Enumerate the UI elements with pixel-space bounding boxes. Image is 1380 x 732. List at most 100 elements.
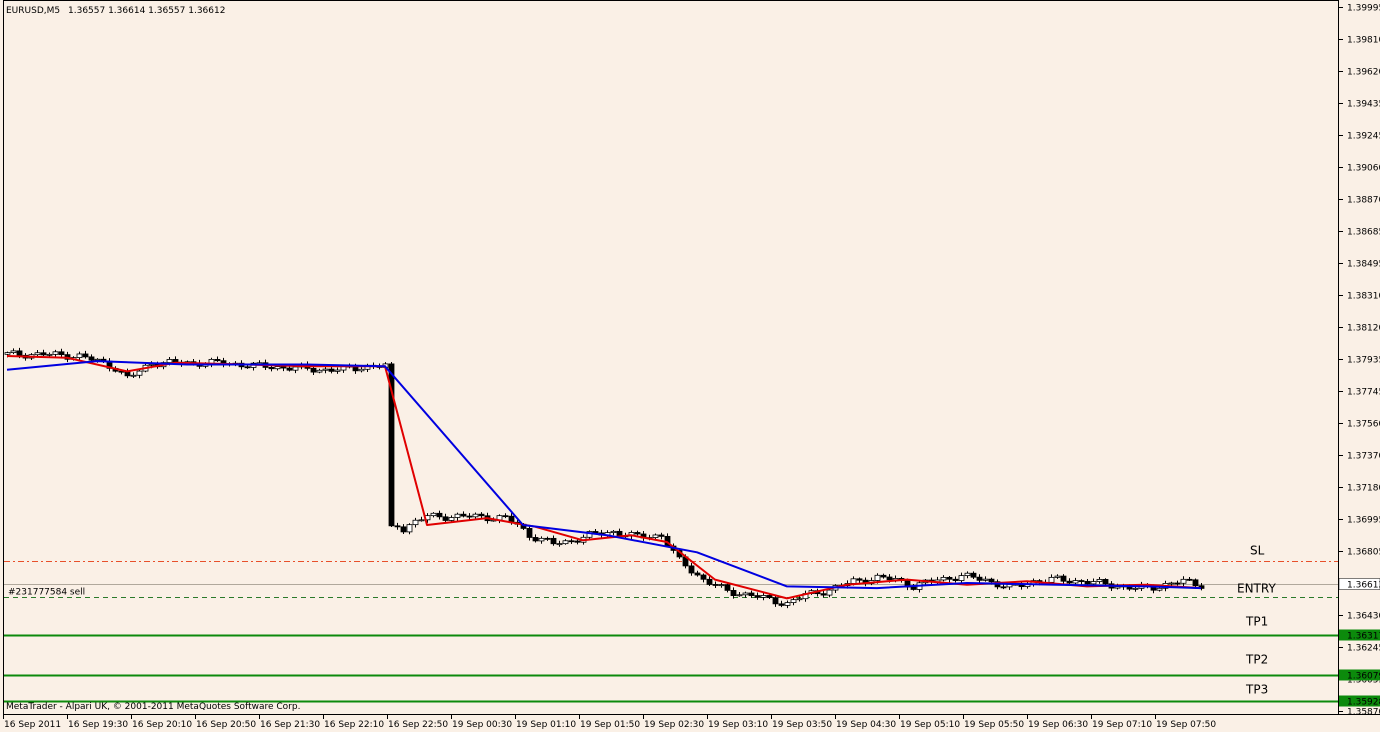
candle — [850, 578, 857, 584]
y-tick-label: 1.38120 — [1347, 324, 1380, 334]
candle — [538, 537, 545, 542]
candle — [790, 599, 797, 603]
candle — [4, 352, 11, 355]
y-tick-label: 1.39245 — [1347, 132, 1380, 142]
candle — [76, 353, 83, 359]
candle — [766, 595, 773, 599]
x-tick-label: 19 Sep 01:50 — [580, 720, 640, 730]
candle — [1192, 579, 1199, 587]
candle — [964, 572, 971, 577]
candle — [310, 367, 317, 373]
candle — [700, 574, 707, 580]
y-tick-label: 1.35870 — [1347, 708, 1380, 718]
candle — [1084, 580, 1091, 585]
candle — [880, 574, 887, 578]
candle — [328, 368, 335, 372]
tp1-price-tag-text: 1.36317 — [1347, 632, 1380, 642]
candle — [1132, 587, 1139, 590]
candle — [634, 532, 641, 535]
candle — [1048, 576, 1055, 583]
candle — [970, 572, 977, 578]
candle — [958, 575, 965, 581]
candle — [418, 519, 425, 522]
y-tick-label: 1.37935 — [1347, 356, 1380, 366]
order-label[interactable]: #231777584 sell — [8, 588, 85, 598]
candle — [1090, 581, 1097, 585]
candle — [652, 534, 659, 538]
candle — [544, 537, 551, 540]
candle — [412, 519, 419, 526]
y-tick-label: 1.37370 — [1347, 452, 1380, 462]
candle — [784, 602, 791, 606]
candle — [1096, 579, 1103, 582]
candle — [46, 353, 53, 356]
tp1-price-tag: 1.36317 — [1339, 629, 1380, 642]
candle — [550, 537, 557, 545]
candle — [58, 351, 65, 356]
x-tick-label: 19 Sep 06:30 — [1028, 720, 1088, 730]
x-tick-label: 19 Sep 07:10 — [1092, 720, 1152, 730]
candle — [430, 512, 437, 517]
x-tick-label: 19 Sep 05:50 — [964, 720, 1024, 730]
candle — [1102, 579, 1109, 585]
candle — [130, 374, 137, 377]
candle — [1174, 582, 1181, 585]
candle — [730, 590, 737, 597]
tp2-price-tag: 1.36079 — [1339, 669, 1380, 682]
candle — [274, 366, 281, 370]
candle — [748, 592, 755, 596]
x-tick-label: 19 Sep 04:30 — [836, 720, 896, 730]
candle — [778, 603, 785, 606]
candle — [556, 543, 563, 546]
candle — [1054, 575, 1061, 578]
candle — [244, 366, 251, 369]
candle — [34, 352, 41, 356]
candle — [718, 584, 725, 587]
y-tick-label: 1.38495 — [1347, 260, 1380, 270]
candle — [10, 350, 17, 354]
candle — [388, 363, 395, 527]
candle — [526, 528, 533, 538]
sl-label: SL — [1250, 544, 1265, 558]
x-tick-label: 19 Sep 07:50 — [1156, 720, 1216, 730]
candle — [52, 351, 59, 355]
y-tick-label: 1.36995 — [1347, 516, 1380, 526]
moving-averages-layer — [6, 355, 1202, 600]
x-tick-label: 19 Sep 01:10 — [516, 720, 576, 730]
candle — [442, 516, 449, 521]
candle — [658, 534, 665, 537]
x-tick-label: 19 Sep 03:50 — [772, 720, 832, 730]
y-tick-label: 1.36430 — [1347, 612, 1380, 622]
y-tick-label: 1.37560 — [1347, 420, 1380, 430]
candle — [334, 369, 341, 372]
candle — [940, 576, 947, 581]
candle — [736, 594, 743, 597]
candle — [976, 576, 983, 581]
x-tick-label: 19 Sep 02:30 — [644, 720, 704, 730]
candle — [1168, 582, 1175, 585]
copyright-text: MetaTrader - Alpari UK, © 2001-2011 Meta… — [6, 702, 300, 712]
x-tick-label: 16 Sep 22:10 — [324, 720, 384, 730]
x-tick-label: 16 Sep 21:30 — [260, 720, 320, 730]
entry-price-tag-text: 1.36612 — [1347, 581, 1380, 591]
y-tick-label: 1.39620 — [1347, 68, 1380, 78]
y-tick-label: 1.39995 — [1347, 4, 1380, 14]
candle — [280, 366, 287, 369]
candle — [946, 576, 953, 580]
candle — [772, 597, 779, 605]
y-tick-label: 1.37745 — [1347, 388, 1380, 398]
candle — [316, 369, 323, 373]
candle — [472, 513, 479, 518]
candle — [610, 530, 617, 533]
candle — [988, 578, 995, 583]
candle — [910, 586, 917, 590]
candle — [286, 367, 293, 371]
x-tick-label: 19 Sep 00:30 — [452, 720, 512, 730]
candle — [136, 370, 143, 376]
x-tick-label: 19 Sep 05:10 — [900, 720, 960, 730]
candle — [448, 517, 455, 521]
x-tick-label: 16 Sep 20:50 — [196, 720, 256, 730]
candle — [1186, 578, 1193, 581]
candle — [1114, 586, 1121, 589]
